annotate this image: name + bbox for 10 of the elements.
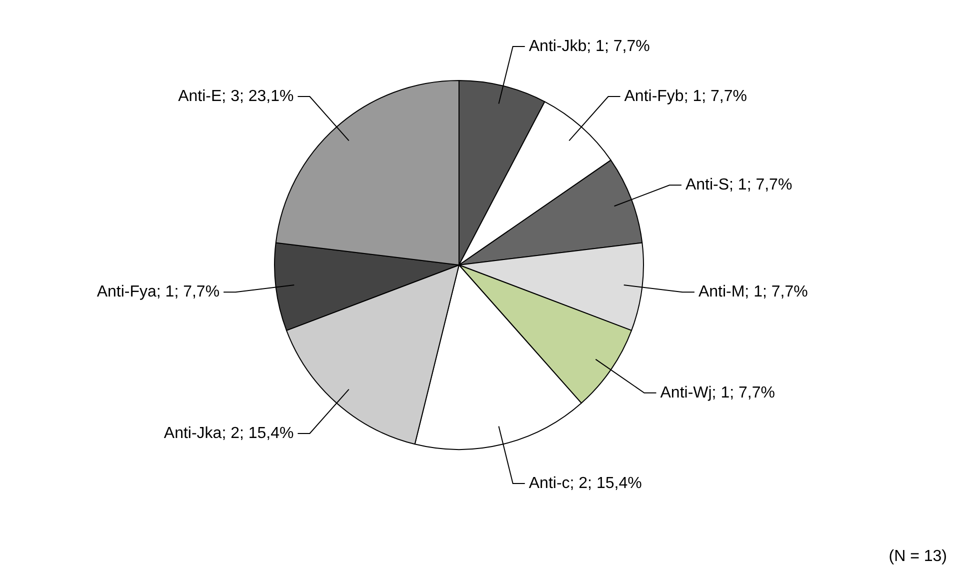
slice-label: Anti-E; 3; 23,1%	[178, 88, 294, 105]
slice-label: Anti-Wj; 1; 7,7%	[660, 384, 775, 402]
slice-label: Anti-M; 1; 7,7%	[698, 284, 808, 301]
slice-label: Anti-Jka; 2; 15,4%	[164, 424, 294, 442]
slice-label: Anti-Fyb; 1; 7,7%	[624, 88, 747, 105]
slice-label: Anti-c; 2; 15,4%	[528, 474, 642, 492]
slice-label: Anti-Fya; 1; 7,7%	[96, 284, 220, 301]
slice-label: Anti-S; 1; 7,7%	[685, 176, 792, 194]
slice-label: Anti-Jkb; 1; 7,7%	[528, 38, 650, 55]
text: (N = 13)	[888, 548, 947, 566]
